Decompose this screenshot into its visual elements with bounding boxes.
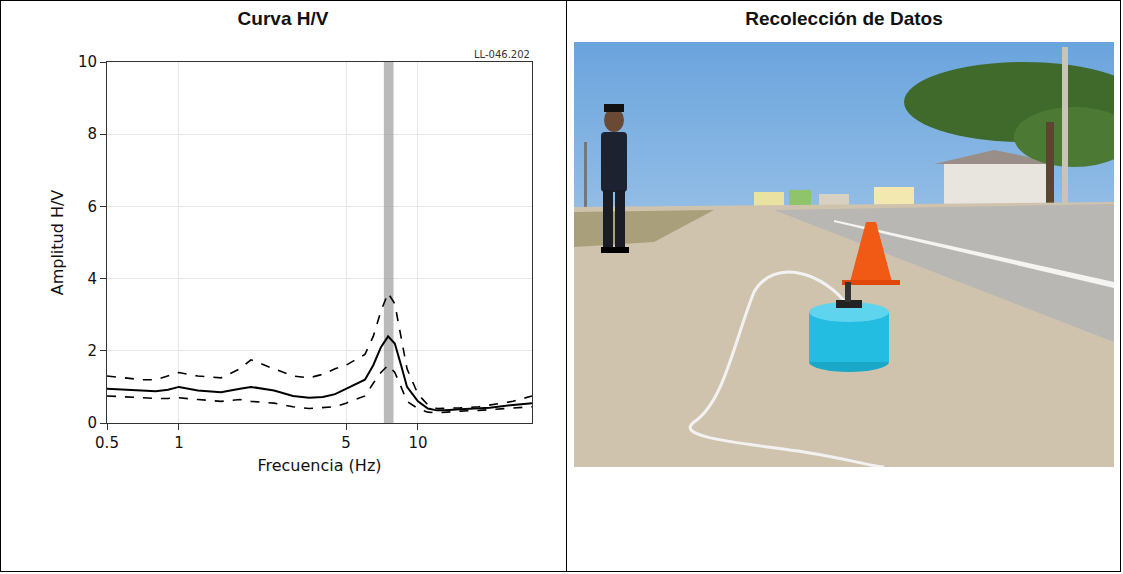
html-text:Recolección de Datos: Recolección de Datos bbox=[745, 8, 943, 29]
svg-text:Amplitud H/V: Amplitud H/V bbox=[48, 190, 67, 296]
svg-text:0: 0 bbox=[87, 414, 97, 432]
svg-text:10: 10 bbox=[78, 53, 97, 71]
svg-text:4: 4 bbox=[87, 270, 97, 288]
svg-text:6: 6 bbox=[87, 198, 97, 216]
svg-text:2: 2 bbox=[87, 342, 97, 360]
svg-text:0.5: 0.5 bbox=[95, 434, 119, 452]
svg-text:5: 5 bbox=[341, 434, 351, 452]
svg-text:1: 1 bbox=[174, 434, 184, 452]
svg-text:8: 8 bbox=[87, 125, 97, 143]
svg-text:Frecuencia (Hz): Frecuencia (Hz) bbox=[257, 456, 381, 475]
html-text:Curva H/V: Curva H/V bbox=[237, 8, 329, 29]
svg-text:10: 10 bbox=[408, 434, 427, 452]
svg-text:LL-046.202: LL-046.202 bbox=[474, 49, 530, 60]
